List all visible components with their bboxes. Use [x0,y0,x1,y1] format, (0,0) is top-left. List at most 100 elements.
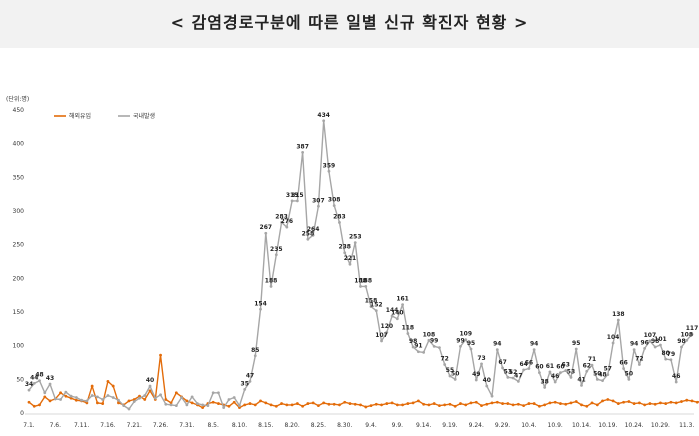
series-domestic-data-label: 48 [35,372,43,379]
series-domestic-point [217,391,220,395]
x-tick-label: 7.11. [74,422,89,429]
series-import-point [659,401,662,405]
series-import-point [364,405,368,409]
series-import-point [127,399,131,403]
series-domestic-point [643,346,647,350]
series-domestic-point [264,231,268,235]
series-domestic-point [611,341,615,345]
series-import-point [616,402,620,405]
series-import-point [48,399,52,403]
series-domestic-point [385,330,389,334]
series-domestic-point [243,388,247,391]
series-import-point [637,401,641,405]
series-import-point [438,404,441,407]
series-domestic-point [322,119,326,123]
x-tick-label: 8.10. [232,422,247,429]
x-tick-label: 9.14. [416,422,431,429]
series-domestic-point [606,373,610,377]
series-domestic-data-label: 94 [630,341,638,348]
series-domestic-point [443,363,447,366]
series-domestic-data-label: 63 [562,362,570,369]
series-domestic-point [427,338,431,342]
series-import-point [648,402,652,405]
series-domestic-data-label: 44 [30,374,38,381]
series-import-point [227,404,231,408]
y-tick-label: 400 [13,141,25,148]
series-domestic-point [374,309,378,313]
series-import-point [338,403,341,407]
series-import-point [511,403,515,407]
series-domestic-point [117,398,120,402]
series-import-point [564,402,568,406]
series-domestic-point [495,348,499,352]
series-import-point [516,402,520,406]
series-domestic-data-label: 138 [612,311,625,318]
series-domestic-point [616,318,620,322]
series-domestic-data-label: 258 [302,230,315,237]
series-domestic-data-label: 188 [265,277,278,284]
series-domestic-point [690,332,694,336]
series-domestic-data-label: 46 [672,373,680,380]
series-import-point [74,398,78,402]
series-domestic-point [522,368,526,372]
series-domestic-data-label: 387 [296,143,309,150]
series-import-point [111,384,115,388]
series-domestic-data-label: 60 [535,364,543,371]
series-domestic-point [59,398,62,401]
series-domestic-point [664,357,668,361]
series-import-point [416,399,420,403]
series-domestic-point [448,374,452,378]
series-import-point [295,402,299,405]
x-tick-label: 11.3. [679,422,694,429]
series-domestic-point [653,345,657,349]
series-import-point [185,399,189,403]
series-domestic-point [474,378,478,382]
series-domestic-data-label: 38 [540,378,548,385]
series-import-point [359,403,362,407]
series-import-point [606,398,610,401]
series-domestic-point [122,404,126,407]
series-domestic-point [364,285,368,288]
series-domestic-data-label: 50 [451,370,459,377]
series-import-point [306,402,310,405]
series-domestic-point [401,303,404,306]
series-domestic-point [590,363,594,367]
series-domestic-point [574,347,578,351]
series-domestic-point [680,345,683,349]
series-domestic-data-label: 95 [467,340,475,347]
series-import-point [290,403,294,407]
series-domestic-data-label: 109 [459,331,472,338]
series-import-point [90,384,94,388]
series-domestic-point [627,377,631,381]
x-tick-label: 7.31. [179,422,194,429]
series-domestic-point [632,348,636,352]
series-domestic-data-label: 66 [619,360,627,367]
series-domestic-point [595,377,599,381]
series-domestic-point [211,391,215,395]
series-domestic-data-label: 40 [146,377,154,384]
series-import-point [601,399,604,403]
series-import-point [674,401,678,405]
series-domestic-point [485,384,489,388]
series-import-point [532,402,536,405]
series-import-point [485,402,489,406]
series-domestic-point [101,398,105,401]
series-domestic-data-label: 315 [291,192,304,199]
series-domestic-point [43,391,47,395]
series-import-point [343,400,347,404]
series-import-point [248,402,252,405]
series-import-point [459,402,462,405]
series-domestic-data-label: 55 [446,367,454,374]
series-domestic-point [164,402,168,406]
series-domestic-point [301,151,305,154]
series-domestic-data-label: 46 [551,373,559,380]
series-domestic-point [227,398,231,401]
series-import-point [569,401,573,405]
series-domestic-point [580,383,583,387]
series-import-point [317,404,320,407]
series-import-point [432,402,436,405]
x-tick-label: 9.19. [442,422,457,429]
series-domestic-data-label: 221 [344,255,357,262]
series-domestic-data-label: 161 [396,296,409,303]
series-domestic-data-label: 34 [25,381,33,388]
